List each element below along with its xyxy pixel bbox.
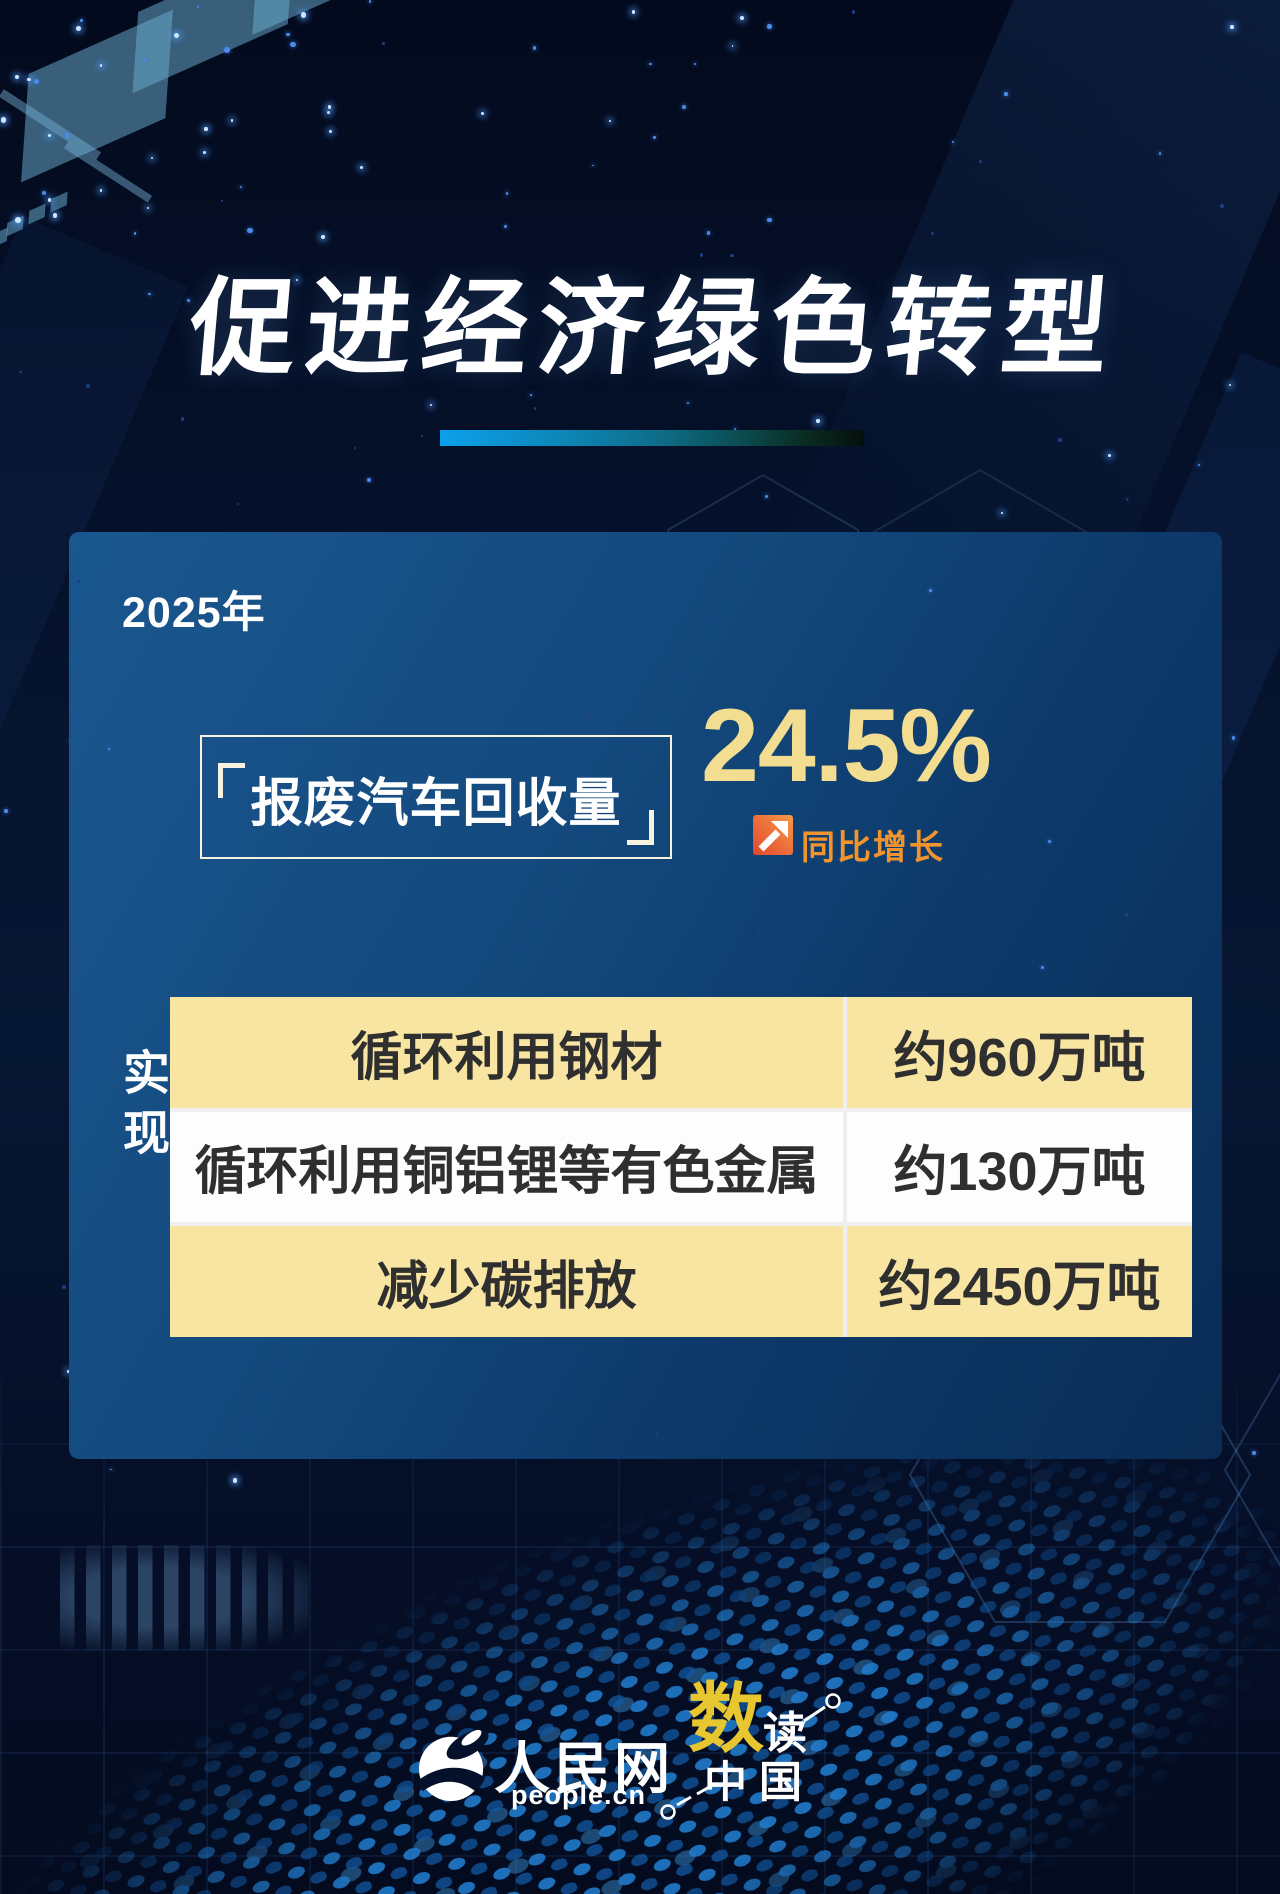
table-cell-amount: 约960万吨 [847, 997, 1192, 1108]
table-cell-amount: 约130万吨 [847, 1111, 1192, 1223]
data-brand-char-shu: 数 [688, 1677, 764, 1762]
table-cell-item: 循环利用铜铝锂等有色金属 [170, 1111, 843, 1223]
achieve-label: 实现 [116, 1048, 169, 1168]
dash-pattern [60, 1545, 310, 1650]
bracket-bottom-right-icon [627, 810, 654, 845]
trend-line-dots-icon [660, 1693, 841, 1820]
stat-table: 循环利用钢材 约960万吨 循环利用铜铝锂等有色金属 约130万吨 减少碳排放 … [170, 997, 1192, 1337]
data-brand-zhongguo: 中国 [704, 1759, 814, 1807]
people-cn-wordmark: 人民网 [494, 1737, 674, 1800]
arrow-up-right-icon [753, 815, 793, 855]
table-cell-item: 减少碳排放 [170, 1226, 843, 1337]
people-cn-url: people.cn [511, 1780, 647, 1810]
metric-label-box: 报废汽车回收量 [200, 735, 672, 859]
metric-label: 报废汽车回收量 [250, 774, 622, 833]
growth-label: 同比增长 [801, 829, 945, 867]
bracket-top-left-icon [218, 763, 245, 798]
card-starfield [69, 532, 1222, 1459]
table-cell-amount: 约2450万吨 [847, 1226, 1192, 1337]
data-brand-char-du: 读 [763, 1709, 807, 1758]
title-underline-bar [440, 430, 864, 446]
people-cn-swoosh-icon [417, 1729, 489, 1802]
page-title: 促进经济绿色转型 [184, 270, 1124, 388]
data-card: 2025年 报废汽车回收量 24.5% 同比增长 实现 循环利用钢材 约960万… [69, 532, 1222, 1459]
table-cell-item: 循环利用钢材 [170, 997, 843, 1108]
metric-value: 24.5% [701, 688, 992, 804]
year-label: 2025年 [122, 589, 266, 637]
